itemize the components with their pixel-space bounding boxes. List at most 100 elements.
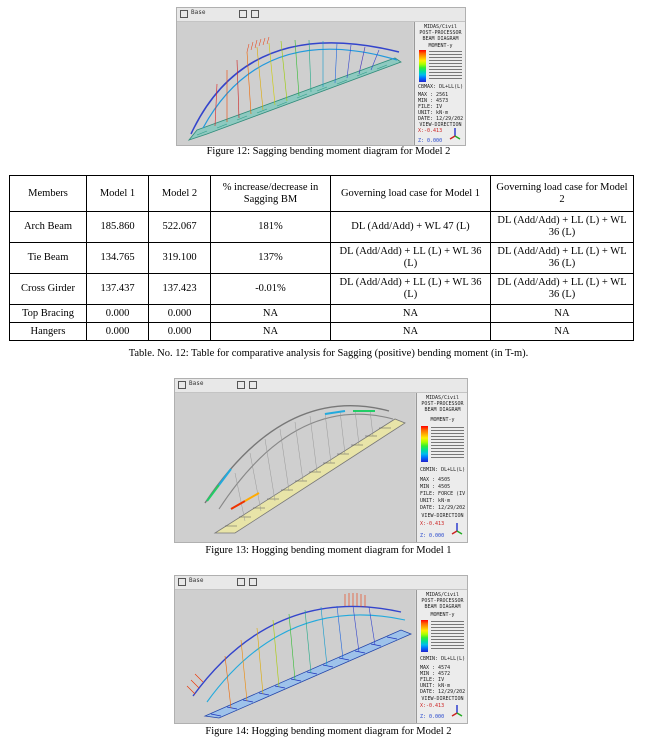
cell-model-1: 0.000 bbox=[86, 322, 149, 341]
hangers bbox=[234, 409, 374, 522]
panel-info-1: CBMAX: DL+LL(L)+... bbox=[418, 84, 463, 90]
table-row: Top Bracing 0.000 0.000 NA NA NA bbox=[9, 304, 634, 323]
panel-header-3: BEAM DIAGRAM bbox=[424, 407, 461, 413]
legend-color-bar bbox=[421, 426, 428, 462]
cell-member: Cross Girder bbox=[9, 273, 87, 305]
panel-info-3: MIN : 4572 bbox=[420, 671, 451, 677]
grid-icon bbox=[251, 10, 259, 18]
header-model-2: Model 2 bbox=[148, 175, 211, 212]
figure-12-screenshot: Base bbox=[176, 7, 466, 146]
table-12-caption: Table. No. 12: Table for comparative ana… bbox=[128, 348, 529, 359]
panel-info-6: DATE: 12/29/2023 bbox=[420, 505, 465, 511]
legend-color-bar bbox=[421, 620, 428, 652]
panel-header-3: BEAM DIAGRAM bbox=[422, 36, 459, 42]
panel-info-4: FILE: IV bbox=[418, 104, 443, 110]
comparison-table: Members Model 1 Model 2 % increase/decre… bbox=[9, 175, 634, 341]
deck bbox=[187, 57, 402, 141]
hangers bbox=[214, 39, 380, 127]
toolbar-label: Base bbox=[189, 380, 204, 387]
moment-hatching bbox=[246, 36, 270, 53]
panel-info-5: UNIT: kN·m bbox=[418, 110, 449, 116]
model-icon bbox=[178, 381, 186, 389]
hangers bbox=[224, 605, 376, 709]
panel-small-a: X:-0.413 bbox=[420, 703, 445, 709]
panel-header-1: MIDAS/Civil bbox=[425, 395, 460, 401]
axis-triad-icon bbox=[451, 705, 463, 717]
panel-info-2: MAX : 2561 bbox=[418, 92, 449, 98]
panel-info-5: UNIT: kN·m bbox=[420, 498, 451, 504]
figure-13-screenshot: Base bbox=[174, 378, 468, 543]
figure-14-screenshot: Base bbox=[174, 575, 468, 724]
panel-header-1: MIDAS/Civil bbox=[423, 24, 458, 30]
table-row: Arch Beam 185.860 522.067 181% DL (Add/A… bbox=[9, 211, 634, 243]
panel-info-4: FILE: IV bbox=[420, 677, 445, 683]
cell-model-1: 137.437 bbox=[86, 273, 149, 305]
panel-info-6: DATE: 12/29/2023 bbox=[418, 116, 463, 122]
panel-small-a: X:-0.413 bbox=[420, 521, 445, 527]
header-model-1: Model 1 bbox=[86, 175, 149, 212]
cell-member: Arch Beam bbox=[9, 211, 87, 243]
panel-info-4: FILE: FORCE (IV) bbox=[420, 491, 465, 497]
deck bbox=[203, 629, 413, 719]
panel-title: MOMENT-y bbox=[430, 612, 455, 618]
panel-info-1: CBMIN: DL+LL(L)+... bbox=[420, 656, 465, 662]
table-row: Cross Girder 137.437 137.423 -0.01% DL (… bbox=[9, 273, 634, 305]
panel-small-a: X:-0.413 bbox=[418, 128, 443, 134]
legend-ticks bbox=[431, 621, 464, 651]
cell-percent: NA bbox=[210, 322, 331, 341]
grid-icon bbox=[249, 578, 257, 586]
table-row: Hangers 0.000 0.000 NA NA NA bbox=[9, 322, 634, 341]
view-icon bbox=[237, 578, 245, 586]
cell-percent: NA bbox=[210, 304, 331, 323]
panel-view-direction: VIEW-DIRECTION bbox=[419, 122, 462, 128]
legend-color-bar bbox=[419, 50, 426, 82]
cell-load-case-2: DL (Add/Add) + LL (L) + WL 36 (L) bbox=[490, 242, 634, 274]
bridge-model-view bbox=[177, 22, 413, 145]
cell-load-case-2: NA bbox=[490, 304, 634, 323]
panel-header-3: BEAM DIAGRAM bbox=[424, 604, 461, 610]
panel-info-6: DATE: 12/29/2023 bbox=[420, 689, 465, 695]
toolbar-label: Base bbox=[189, 577, 204, 584]
view-icon bbox=[237, 381, 245, 389]
panel-info-2: MAX : 4574 bbox=[420, 665, 451, 671]
viewer-toolbar: Base bbox=[177, 8, 465, 22]
figure-13-caption: Figure 13: Hogging bending moment diagra… bbox=[205, 545, 452, 556]
panel-info-1: CBMIN: DL+LL(L)+... bbox=[420, 467, 465, 473]
cell-percent: -0.01% bbox=[210, 273, 331, 305]
grid-icon bbox=[249, 381, 257, 389]
figure-14-caption: Figure 14: Hogging bending moment diagra… bbox=[205, 726, 452, 737]
cell-model-2: 0.000 bbox=[148, 304, 211, 323]
axis-triad-icon bbox=[451, 523, 463, 535]
cell-model-2: 137.423 bbox=[148, 273, 211, 305]
panel-info-5: UNIT: kN·m bbox=[420, 683, 451, 689]
moment-colors bbox=[206, 410, 375, 510]
cell-percent: 137% bbox=[210, 242, 331, 274]
header-percent-change: % increase/decrease in Sagging BM bbox=[210, 175, 331, 212]
header-members: Members bbox=[9, 175, 87, 212]
bridge-model-view bbox=[175, 393, 415, 542]
table-row: Tie Beam 134.765 319.100 137% DL (Add/Ad… bbox=[9, 242, 634, 274]
figure-12-caption: Figure 12: Sagging bending moment diagra… bbox=[206, 146, 451, 157]
deck bbox=[213, 418, 406, 534]
header-load-case-model-1: Governing load case for Model 1 bbox=[330, 175, 491, 212]
result-legend-panel: MIDAS/Civil POST-PROCESSOR BEAM DIAGRAM … bbox=[414, 22, 465, 145]
header-load-case-model-2: Governing load case for Model 2 bbox=[490, 175, 634, 212]
cell-load-case-1: DL (Add/Add) + LL (L) + WL 36 (L) bbox=[330, 273, 491, 305]
cell-load-case-2: NA bbox=[490, 322, 634, 341]
cell-load-case-1: DL (Add/Add) + WL 47 (L) bbox=[330, 211, 491, 243]
cell-model-1: 134.765 bbox=[86, 242, 149, 274]
axis-triad-icon bbox=[449, 128, 461, 140]
cell-model-2: 0.000 bbox=[148, 322, 211, 341]
panel-header-1: MIDAS/Civil bbox=[425, 592, 460, 598]
cell-load-case-1: DL (Add/Add) + LL (L) + WL 36 (L) bbox=[330, 242, 491, 274]
panel-info-3: MIN : 4505 bbox=[420, 484, 451, 490]
viewer-toolbar: Base bbox=[175, 576, 467, 590]
result-legend-panel: MIDAS/Civil POST-PROCESSOR BEAM DIAGRAM … bbox=[416, 590, 467, 723]
cell-load-case-1: NA bbox=[330, 304, 491, 323]
panel-title: MOMENT-y bbox=[430, 417, 455, 423]
model-icon bbox=[180, 10, 188, 18]
cell-member: Hangers bbox=[9, 322, 87, 341]
cell-model-1: 0.000 bbox=[86, 304, 149, 323]
table-header-row: Members Model 1 Model 2 % increase/decre… bbox=[9, 175, 634, 212]
panel-header-2: POST-PROCESSOR bbox=[419, 30, 462, 36]
